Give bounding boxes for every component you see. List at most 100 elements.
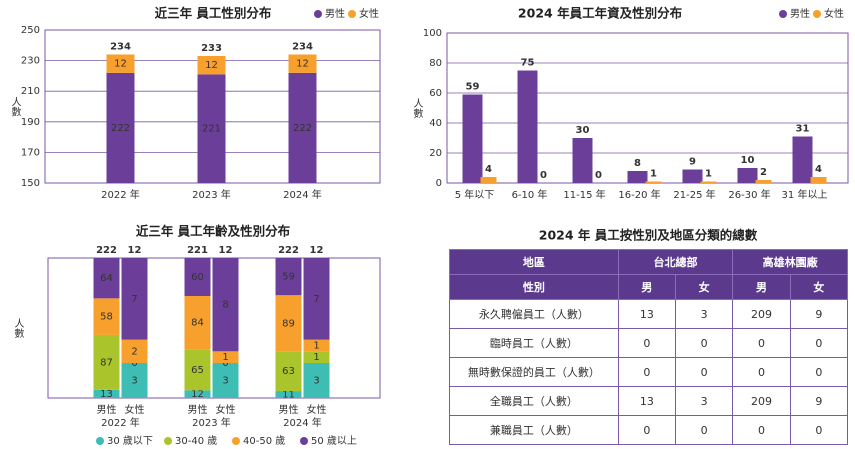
- legend-swatch: [300, 437, 308, 445]
- bar-segment: [93, 258, 120, 299]
- bar-segment: [212, 363, 239, 398]
- y-tick-label: 150: [21, 178, 40, 189]
- header-cell: 男: [732, 274, 791, 300]
- x-tick-label: 31 年以上: [782, 188, 828, 201]
- table-cell: 0: [617, 357, 676, 387]
- y-tick-label: 60: [429, 88, 442, 99]
- legend-swatch: [779, 10, 787, 18]
- bar-segment: [93, 389, 120, 398]
- data-label: 2: [131, 346, 137, 357]
- data-label: 12: [191, 389, 204, 400]
- legend-swatch: [348, 10, 356, 18]
- sub-tick-label: 女性: [307, 403, 327, 416]
- data-label: 1: [705, 169, 712, 180]
- header-cell: 女: [789, 274, 849, 300]
- table-row: 臨時員工（人數） 0 0 0 0: [449, 328, 849, 358]
- data-label: 89: [282, 318, 295, 329]
- x-tick-label: 2024 年: [283, 188, 322, 201]
- y-tick-label: 190: [21, 117, 40, 128]
- legend-label: 女性: [359, 7, 379, 20]
- chart-title: 近三年 員工年齡及性別分布: [136, 224, 291, 239]
- y-tick-label: 230: [21, 56, 40, 67]
- x-tick-label: 21-25 年: [673, 188, 715, 201]
- data-label: 59: [282, 272, 295, 283]
- data-label: 0: [131, 358, 137, 369]
- bar: [462, 94, 483, 183]
- bar-segment: [197, 74, 226, 183]
- data-label: 9: [689, 157, 696, 168]
- x-tick-label: 5 年以下: [455, 188, 495, 201]
- table-cell: 9: [789, 386, 849, 416]
- header-cell: 地區: [449, 249, 619, 275]
- table-row: 無時數保證的員工（人數） 0 0 0 0: [449, 357, 849, 387]
- y-axis-label: 人數: [411, 98, 423, 119]
- table-cell: 3: [674, 299, 734, 329]
- data-label: 221: [202, 124, 221, 135]
- header-cell: 女: [674, 274, 734, 300]
- data-label: 4: [485, 164, 492, 175]
- y-axis-label: 人數: [12, 318, 24, 339]
- total-label: 12: [219, 245, 233, 256]
- total-label: 222: [96, 245, 117, 256]
- data-label: 8: [634, 158, 641, 169]
- header-cell: 男: [617, 274, 676, 300]
- table-cell: 永久聘僱員工（人數）: [449, 299, 619, 329]
- table-cell: 0: [732, 415, 791, 445]
- data-label: 4: [815, 164, 822, 175]
- table-cell: 兼職員工（人數）: [449, 415, 619, 445]
- sub-tick-label: 女性: [216, 403, 236, 416]
- bar-segment: [121, 363, 148, 398]
- bar-segment: [212, 351, 239, 363]
- y-tick-label: 210: [21, 86, 40, 97]
- data-label: 0: [540, 170, 547, 181]
- table-cell: 209: [732, 299, 791, 329]
- table-cell: 0: [789, 357, 849, 387]
- header-cell: 台北總部: [617, 249, 734, 275]
- data-label: 0: [595, 170, 602, 181]
- y-axis-label: 人數: [9, 96, 21, 117]
- legend-label: 女性: [824, 7, 844, 20]
- bar: [572, 138, 593, 183]
- data-label: 60: [191, 272, 204, 283]
- data-label: 3: [313, 376, 319, 387]
- bar-segment: [303, 351, 330, 363]
- y-tick-label: 80: [429, 58, 442, 69]
- bar-segment: [303, 339, 330, 352]
- data-label: 75: [521, 58, 535, 69]
- table-cell: 0: [732, 328, 791, 358]
- table-title: 2024 年 員工按性別及地區分類的總數: [539, 228, 758, 243]
- x-tick-label: 2024 年: [283, 416, 322, 429]
- data-label: 7: [313, 294, 319, 305]
- legend-label: 男性: [790, 7, 810, 20]
- legend-label: 30-40 歲: [175, 434, 217, 447]
- data-label: 222: [111, 123, 130, 134]
- bar-segment: [288, 54, 317, 73]
- total-label: 222: [278, 245, 299, 256]
- data-label: 64: [100, 273, 113, 284]
- data-label: 65: [191, 365, 204, 376]
- table-cell: 209: [732, 386, 791, 416]
- table-cell: 0: [674, 415, 734, 445]
- table: 地區 台北總部 高雄林園廠 性別男女男女永久聘僱員工（人數） 13 3 209 9 臨時員…: [449, 249, 849, 445]
- data-label: 87: [100, 357, 113, 368]
- bar: [792, 136, 813, 183]
- table-row: 永久聘僱員工（人數） 13 3 209 9: [449, 299, 849, 329]
- y-tick-label: 0: [436, 178, 442, 189]
- x-tick-label: 11-15 年: [563, 188, 605, 201]
- data-label: 8: [222, 300, 228, 311]
- y-tick-label: 170: [21, 147, 40, 158]
- header-row: 性別男女男女: [449, 274, 849, 300]
- bar: [480, 177, 497, 183]
- table-cell: 3: [674, 386, 734, 416]
- bar: [517, 70, 538, 183]
- data-label: 2: [760, 167, 767, 178]
- data-label: 1: [650, 169, 657, 180]
- table-cell: 無時數保證的員工（人數）: [449, 357, 619, 387]
- bar-segment: [184, 296, 211, 350]
- bar: [737, 168, 758, 183]
- total-label: 234: [110, 41, 131, 52]
- data-label: 59: [466, 82, 480, 93]
- bar: [700, 181, 717, 183]
